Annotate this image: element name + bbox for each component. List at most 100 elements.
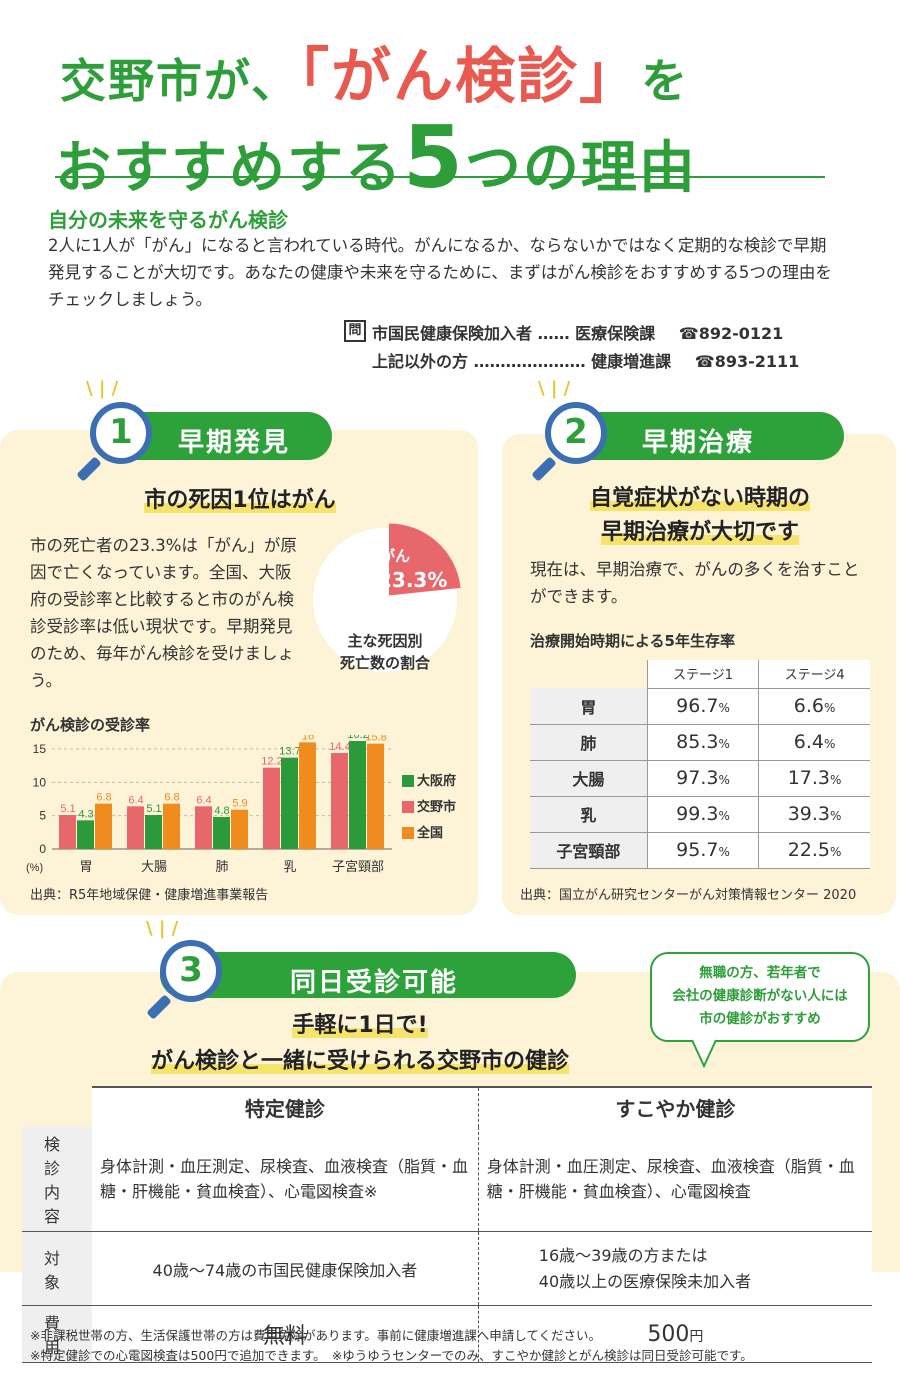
table-row: 肺 85.3% 6.4% — [530, 724, 870, 761]
bubble-line: 会社の健康診断がない人には — [672, 988, 848, 1004]
survival-table-title: 治療開始時期による5年生存率 — [530, 632, 735, 650]
pie-caption-line1: 主な死因別 — [347, 632, 423, 650]
pie-value: 23.3% — [378, 568, 448, 592]
x-tick-label: 肺 — [215, 859, 228, 874]
section3-pill: 同日受診可能 — [160, 952, 576, 998]
table-corner — [22, 1087, 92, 1127]
stage1-value: 96.7% — [646, 688, 759, 725]
x-tick-label: 乳 — [283, 859, 296, 874]
y-tick-label: 0 — [39, 842, 46, 856]
stage1-value: 97.3% — [646, 760, 759, 797]
pie-slice-cancer — [389, 523, 461, 596]
section1-title: 早期発見 — [178, 428, 291, 458]
section1-body: 市の死亡者の23.3%は「がん」が原因で亡くなっています。全国、大阪府の受診率と… — [30, 536, 297, 690]
contact-tel[interactable]: ☎893-2111 — [694, 352, 800, 371]
spark-icon: \ | / — [538, 378, 571, 399]
row-label-target: 対 象 — [22, 1231, 92, 1306]
y-tick-label: 15 — [33, 742, 47, 756]
stage4-value: 39.3% — [758, 796, 870, 833]
bubble-line: 市の健診がおすすめ — [699, 1011, 821, 1027]
legend-label: 大阪府 — [417, 773, 456, 788]
bar-交野市 — [263, 767, 280, 849]
target-line: 40歳以上の医療保険未加入者 — [538, 1271, 752, 1291]
table-row: 対 象 40歳～74歳の市国民健康保険加入者 16歳～39歳の方または 40歳以… — [22, 1231, 872, 1306]
footnote: ※特定健診での心電図検査は500円で追加できます。 ※ゆうゆうセンターでのみ、す… — [30, 1348, 753, 1363]
section2-title: 早期治療 — [642, 428, 755, 458]
y-axis-label: (%) — [26, 862, 43, 874]
page-title-line2: おすすめする5つの理由 — [55, 108, 697, 208]
data-label: 4.3 — [78, 808, 93, 820]
bar-大阪府 — [213, 817, 230, 849]
target-line: 16歳～39歳の方または — [538, 1245, 708, 1265]
row-label: 乳 — [530, 796, 648, 833]
table-row: 乳 99.3% 39.3% — [530, 796, 870, 833]
bar-大阪府 — [349, 741, 366, 849]
row-label: 胃 — [530, 688, 648, 725]
lead-heading: 自分の未来を守るがん検診 — [48, 208, 288, 232]
data-label: 14.4 — [329, 741, 350, 753]
section2-heading: 自覚症状がない時期の 早期治療が大切です — [520, 482, 880, 550]
section2-heading-line1: 自覚症状がない時期の — [589, 486, 810, 511]
content-tokutei: 身体計測・血圧測定、尿検査、血液検査（脂質・血糖・肝機能・貧血検査）、心電図検査… — [92, 1127, 479, 1232]
legend-swatch — [402, 827, 414, 839]
data-label: 16.2 — [347, 735, 368, 741]
section1-heading: 市の死因1位はがん — [60, 482, 420, 514]
cost-sukoyaka: 500円 — [477, 1305, 872, 1363]
stage1-value: 85.3% — [646, 724, 759, 761]
row-label-cost: 費 用 — [22, 1305, 92, 1363]
data-label: 5.1 — [60, 803, 75, 815]
magnifier-icon: 1 — [90, 402, 152, 464]
bar-全国 — [95, 803, 112, 849]
stage1-value: 95.7% — [646, 832, 759, 869]
y-tick-label: 5 — [39, 809, 46, 823]
chart-title: がん検診の受診率 — [30, 716, 151, 734]
section3-heading-line1: 手軽に1日で! — [292, 1013, 428, 1038]
title-highlight: 「がん検診」 — [299, 42, 642, 112]
bar-大阪府 — [77, 820, 94, 849]
contact-dept: 健康増進課 — [591, 352, 672, 371]
section3-heading-line2: がん検診と一緒に受けられる交野市の健診 — [150, 1049, 569, 1074]
x-tick-label: 子宮頸部 — [332, 859, 384, 874]
bar-交野市 — [331, 753, 348, 849]
section1-source: 出典：R5年地域保健・健康増進事業報告 — [30, 888, 269, 903]
contact-tel[interactable]: ☎892-0121 — [678, 324, 784, 343]
data-label: 6.8 — [96, 792, 111, 804]
lead-body: 2人に1人が「がん」になると言われている時代。がんになるか、ならないかではなく定… — [48, 236, 832, 309]
pie-caption: 主な死因別 死亡数の割合 — [325, 630, 445, 674]
footnotes: ※非課税世帯の方、生活保護世帯の方は費用免除があります。事前に健康増進課へ申請し… — [30, 1326, 753, 1366]
data-label: 6.4 — [196, 794, 211, 806]
bar-交野市 — [127, 806, 144, 849]
contact-dept: 医療保険課 — [575, 324, 656, 343]
table-row: 費 用 無料 500円 — [22, 1305, 872, 1363]
x-tick-label: 大腸 — [141, 859, 167, 874]
stage1-value: 99.3% — [646, 796, 759, 833]
title-suffix: を — [641, 54, 690, 108]
row-label: 子宮頸部 — [530, 832, 648, 869]
page-title-line1: 交野市が、「がん検診」を — [60, 28, 689, 115]
row-label-line: 検 診 — [43, 1135, 70, 1178]
title-prefix: 交野市が、 — [60, 54, 300, 108]
stage4-value: 22.5% — [758, 832, 870, 869]
row-label: 大腸 — [530, 760, 648, 797]
bubble-line: 無職の方、若年者で — [699, 965, 821, 981]
table-header-row: ステージ1 ステージ4 — [530, 660, 870, 689]
pie-caption-line2: 死亡数の割合 — [339, 654, 430, 672]
spark-icon: \ | / — [86, 378, 119, 399]
content-sukoyaka: 身体計測・血圧測定、尿検査、血液検査（脂質・血糖・肝機能・貧血検査）、心電図検査 — [477, 1127, 872, 1232]
table-row: 検 診 内 容 身体計測・血圧測定、尿検査、血液検査（脂質・血糖・肝機能・貧血検… — [22, 1127, 872, 1232]
cost-tokutei: 無料 — [92, 1305, 479, 1363]
row-label-line: 内 容 — [43, 1183, 70, 1226]
section2-source: 出典：国立がん研究センターがん対策情報センター 2020 — [520, 888, 857, 903]
target-sukoyaka: 16歳～39歳の方または 40歳以上の医療保険未加入者 — [477, 1231, 872, 1306]
data-label: 12.2 — [261, 756, 282, 768]
contact-dots: ………………… — [473, 352, 586, 371]
contact-row-2: 上記以外の方 ………………… 健康増進課 ☎893-2111 — [372, 348, 799, 372]
stage4-value: 17.3% — [758, 760, 870, 797]
contact-row-1: 市国民健康保険加入者 …… 医療保険課 ☎892-0121 — [372, 320, 783, 344]
inquiry-icon: 問 — [344, 320, 366, 342]
table-header-row: 特定健診 すこやか健診 — [22, 1086, 872, 1127]
contact-label: 上記以外の方 — [372, 352, 469, 371]
pie-label: がん — [380, 547, 411, 565]
row-label-content: 検 診 内 容 — [22, 1127, 92, 1232]
bar-全国 — [163, 803, 180, 849]
